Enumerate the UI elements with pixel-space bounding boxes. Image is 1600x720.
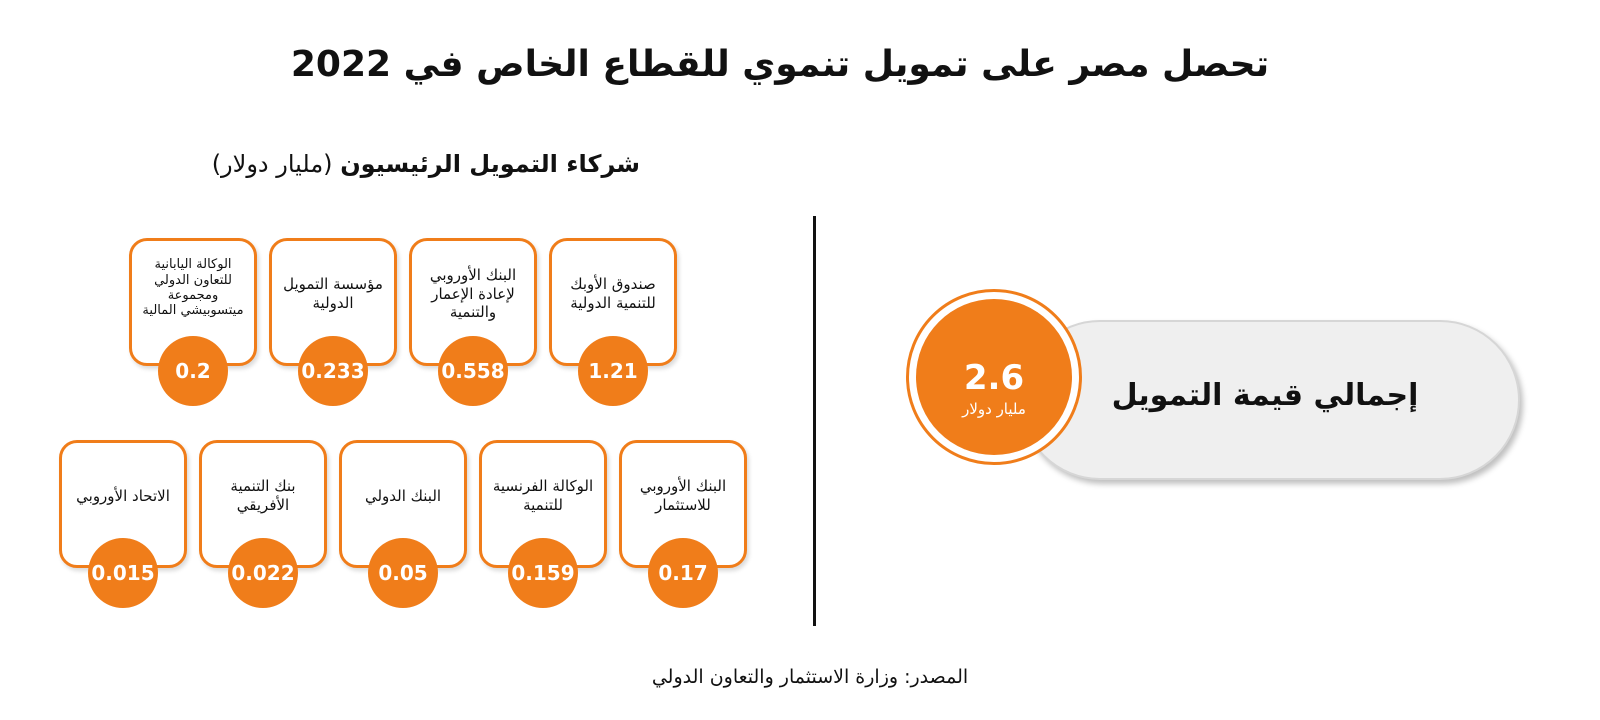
partner-value: 1.21	[578, 336, 648, 406]
total-pill	[1020, 320, 1520, 480]
total-unit: مليار دولار	[962, 400, 1026, 418]
partner-label: البنك الدولي	[364, 486, 442, 505]
partner-value: 0.05	[368, 538, 438, 608]
partner-value: 0.558	[438, 336, 508, 406]
partner-value: 0.015	[88, 538, 158, 608]
partner-value: 0.2	[158, 336, 228, 406]
partner-label: البنك الأوروبي لإعادة الإعمار والتنمية	[429, 265, 517, 322]
subtitle-main: شركاء التمويل الرئيسيون	[340, 150, 640, 178]
partner-value: 0.233	[298, 336, 368, 406]
partner-value: 0.159	[508, 538, 578, 608]
chart-title: تحصل مصر على تمويل تنموي للقطاع الخاص في…	[290, 44, 1270, 85]
partner-label: صندوق الأوبك للتنمية الدولية	[570, 275, 656, 312]
vertical-divider	[813, 216, 816, 626]
total-value: 2.6	[963, 358, 1025, 398]
total-arrow-icon	[1042, 355, 1068, 399]
chart-subtitle: شركاء التمويل الرئيسيون (مليار دولار)	[180, 150, 640, 190]
partner-value: 0.022	[228, 538, 298, 608]
partner-label: بنك التنمية الأفريقي	[230, 477, 296, 514]
partner-card: البنك الدولي	[339, 440, 467, 568]
subtitle-unit: (مليار دولار)	[211, 150, 333, 178]
partner-label: الوكالة الفرنسية للتنمية	[492, 477, 594, 514]
partner-label: مؤسسة التمويل الدولية	[283, 275, 383, 312]
total-label: إجمالي قيمة التمويل	[1111, 378, 1419, 413]
partner-value: 0.17	[648, 538, 718, 608]
source-note: المصدر: وزارة الاستثمار والتعاون الدولي	[651, 666, 969, 688]
partner-label: الاتحاد الأوروبي	[76, 486, 170, 505]
partner-label: الوكالة اليابانية للتعاون الدولي ومجموعة…	[142, 257, 244, 319]
partner-label: البنك الأوروبي للاستثمار	[639, 477, 727, 514]
